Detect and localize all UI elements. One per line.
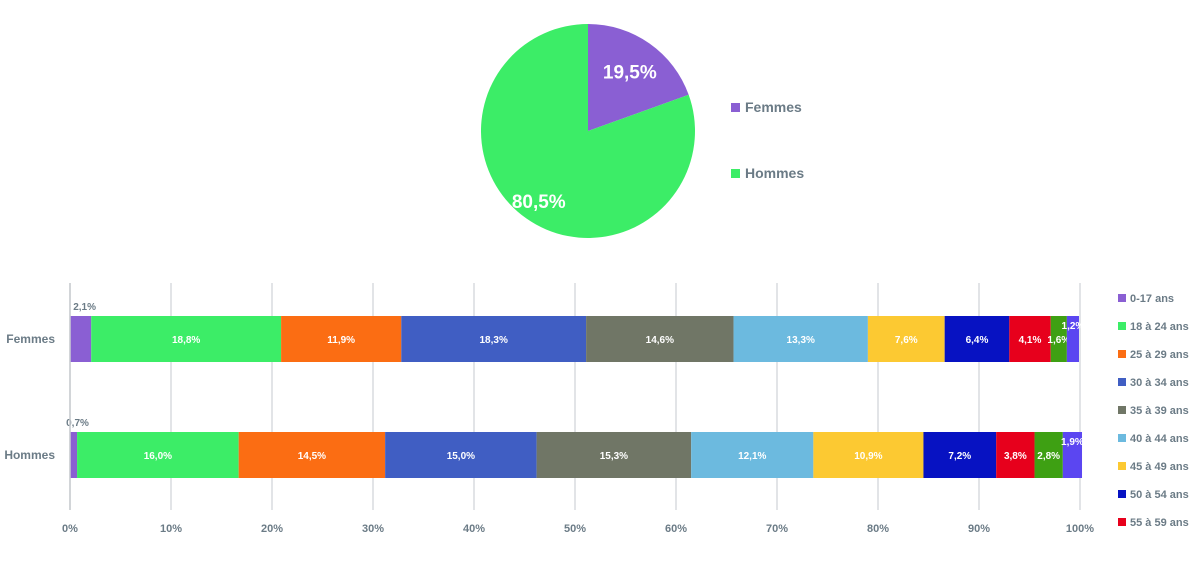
bar-segment xyxy=(813,432,924,478)
bar-data-label: 14,5% xyxy=(298,451,326,462)
x-tick-label: 0% xyxy=(62,523,78,535)
x-tick-label: 20% xyxy=(261,523,283,535)
bar-legend-swatch xyxy=(1118,490,1126,498)
bar-segment xyxy=(733,316,868,362)
bar-x-axis: 0% 10% 20% 30% 40% 50% 60% 70% 80% 90% 100% xyxy=(62,283,1094,535)
bar-segment xyxy=(586,316,734,362)
bar-data-label: 2,1% xyxy=(73,302,96,313)
x-tick-label: 90% xyxy=(968,523,990,535)
pie-legend-swatch xyxy=(731,103,740,112)
bar-segment xyxy=(944,316,1010,362)
bar-segment xyxy=(77,432,239,478)
stacked-bar-chart: Femmes 2,1% 18,8% 11,9% 18,3% 14,6% 13,3% 7,6% 6… xyxy=(4,302,1084,478)
bar-legend-label: 50 à 54 ans xyxy=(1130,489,1189,501)
bar-legend-swatch xyxy=(1118,406,1126,414)
bar-segment xyxy=(70,432,78,478)
bar-legend-label: 18 à 24 ans xyxy=(1130,321,1189,333)
bar-legend-label: 45 à 49 ans xyxy=(1130,461,1189,473)
bar-legend-label: 0-17 ans xyxy=(1130,293,1174,305)
bar-data-label: 13,3% xyxy=(787,335,815,346)
bar-data-label: 6,4% xyxy=(966,335,989,346)
bar-segment xyxy=(238,432,386,478)
pie-slice-label: 80,5% xyxy=(512,192,566,213)
bar-data-label: 0,7% xyxy=(66,418,89,429)
bar-data-label: 16,0% xyxy=(144,451,172,462)
bar-segment xyxy=(867,316,945,362)
bar-data-label: 7,2% xyxy=(948,451,971,462)
bar-data-label: 2,8% xyxy=(1037,451,1060,462)
bar-legend-swatch xyxy=(1118,350,1126,358)
bar-legend-swatch xyxy=(1118,378,1126,386)
pie-slice-femmes xyxy=(588,24,689,131)
category-label-hommes: Hommes xyxy=(4,448,55,462)
x-tick-label: 50% xyxy=(564,523,586,535)
bar-data-label: 10,9% xyxy=(854,451,882,462)
x-tick-label: 100% xyxy=(1066,523,1094,535)
x-tick-label: 40% xyxy=(463,523,485,535)
bar-data-label: 12,1% xyxy=(738,451,766,462)
pie-slice-hommes xyxy=(480,24,695,239)
x-tick-label: 70% xyxy=(766,523,788,535)
pie-chart: 19,5% 80,5% xyxy=(480,24,695,239)
bar-segment xyxy=(536,432,692,478)
x-tick-label: 30% xyxy=(362,523,384,535)
bar-data-label: 15,0% xyxy=(447,451,475,462)
pie-legend-label: Hommes xyxy=(745,165,804,181)
bar-segment xyxy=(923,432,997,478)
bar-segment xyxy=(1009,316,1051,362)
bar-segment xyxy=(385,432,537,478)
bar-legend-label: 35 à 39 ans xyxy=(1130,405,1189,417)
category-label-femmes: Femmes xyxy=(6,332,55,346)
pie-legend: Femmes Hommes xyxy=(731,99,804,181)
bar-data-label: 4,1% xyxy=(1019,335,1042,346)
bar-segment xyxy=(1034,432,1063,478)
bar-legend-label: 40 à 44 ans xyxy=(1130,433,1189,445)
bar-segment xyxy=(1050,316,1067,362)
pie-legend-swatch xyxy=(731,169,740,178)
bar-legend-swatch xyxy=(1118,434,1126,442)
bar-legend-label: 25 à 29 ans xyxy=(1130,349,1189,361)
x-tick-label: 80% xyxy=(867,523,889,535)
x-tick-label: 10% xyxy=(160,523,182,535)
bar-legend-swatch xyxy=(1118,462,1126,470)
bar-data-label: 3,8% xyxy=(1004,451,1027,462)
bar-segment xyxy=(401,316,587,362)
bar-data-label: 1,2% xyxy=(1062,321,1085,332)
bar-legend-swatch xyxy=(1118,518,1126,526)
bar-data-label: 14,6% xyxy=(646,335,674,346)
bar-data-label: 11,9% xyxy=(327,335,355,346)
bar-legend-label: 30 à 34 ans xyxy=(1130,377,1189,389)
bar-data-label: 1,9% xyxy=(1061,437,1084,448)
bar-legend-swatch xyxy=(1118,322,1126,330)
bar-segment xyxy=(1066,316,1079,362)
bar-segment xyxy=(1062,432,1083,478)
bar-segment xyxy=(91,316,282,362)
pie-legend-label: Femmes xyxy=(745,99,802,115)
bar-data-label: 18,8% xyxy=(172,335,200,346)
bar-data-label: 18,3% xyxy=(480,335,508,346)
bar-legend-swatch xyxy=(1118,294,1126,302)
bar-segment xyxy=(996,432,1035,478)
bar-data-label: 1,6% xyxy=(1047,335,1070,346)
bar-data-label: 15,3% xyxy=(600,451,628,462)
x-tick-label: 60% xyxy=(665,523,687,535)
bar-segment xyxy=(281,316,402,362)
pie-slice-label: 19,5% xyxy=(603,62,657,83)
bar-data-label: 7,6% xyxy=(895,335,918,346)
bar-legend-label: 55 à 59 ans xyxy=(1130,517,1189,529)
bar-legend: 0-17 ans 18 à 24 ans 25 à 29 ans 30 à 34 an… xyxy=(1118,293,1189,529)
bar-segment xyxy=(691,432,814,478)
bar-segment xyxy=(70,316,92,362)
